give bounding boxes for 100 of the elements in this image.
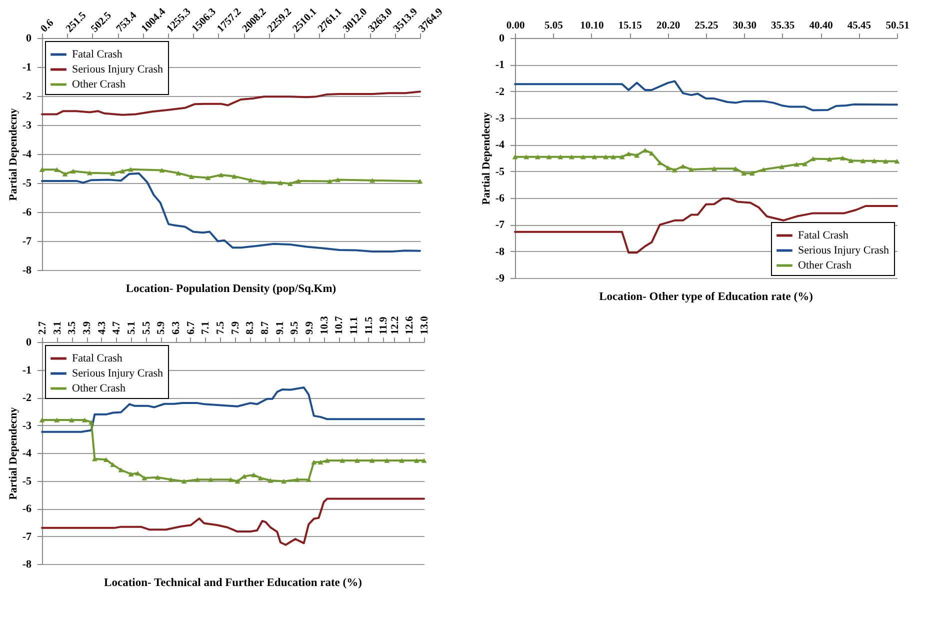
point — [779, 164, 784, 170]
x-tick-label: 9.9 — [304, 321, 316, 334]
point — [110, 171, 116, 176]
point — [741, 170, 747, 176]
legend-label: Serious Injury Crash — [72, 64, 164, 76]
point — [688, 167, 694, 172]
y-tick-label: -5 — [495, 166, 505, 178]
y-tick-label: 0 — [26, 32, 32, 44]
x-tick-label: 8.3 — [245, 321, 256, 334]
x-axis-title: Location- Other type of Education rate (%) — [599, 291, 814, 303]
point — [181, 478, 187, 484]
y-axis-title: Partial Dependecny — [480, 112, 492, 205]
line-series — [41, 172, 421, 252]
point — [657, 160, 663, 166]
x-tick-label: 11.1 — [349, 316, 360, 334]
point — [251, 472, 257, 478]
point — [68, 418, 74, 422]
point — [370, 178, 376, 183]
point — [848, 158, 854, 164]
x-tick-label: 50.51 — [886, 20, 910, 32]
x-tick-label: 30.30 — [732, 20, 756, 32]
y-tick-label: -8 — [22, 558, 32, 570]
x-tick-label: 8.7 — [260, 321, 272, 334]
point — [154, 475, 160, 480]
point — [711, 166, 717, 172]
point — [592, 154, 598, 160]
x-tick-label: 4.7 — [112, 321, 123, 334]
line-series — [41, 498, 425, 546]
point — [248, 178, 254, 182]
point — [749, 170, 755, 176]
point — [142, 476, 148, 480]
point — [39, 167, 45, 172]
x-tick-label: 7.1 — [200, 321, 212, 334]
x-tick-label: 9.1 — [274, 321, 286, 334]
point — [128, 472, 134, 476]
point — [546, 154, 552, 160]
point — [680, 164, 686, 169]
y-axis-title: Partial Dependecny — [7, 406, 20, 500]
point — [326, 178, 332, 184]
point — [208, 477, 214, 482]
y-tick-label: -4 — [495, 139, 505, 152]
point — [354, 458, 360, 463]
x-tick-label: 15.15 — [618, 20, 642, 32]
point — [82, 418, 88, 422]
y-tick-label: -7 — [22, 236, 32, 248]
point — [626, 151, 632, 156]
point — [369, 458, 375, 463]
point — [672, 168, 678, 172]
point — [665, 165, 671, 170]
y-tick-label: -6 — [22, 206, 32, 218]
point — [232, 174, 237, 179]
y-tick-label: -5 — [22, 178, 32, 190]
point — [802, 161, 808, 166]
point — [218, 172, 224, 178]
x-tick-label: 0.6 — [38, 18, 56, 35]
point — [281, 478, 287, 484]
y-tick-label: -7 — [22, 530, 32, 543]
point — [258, 476, 264, 480]
point — [840, 156, 846, 160]
y-tick-label: -1 — [22, 62, 32, 74]
line-series — [41, 90, 421, 116]
point — [62, 172, 68, 176]
point — [168, 477, 174, 482]
legend-label: Other Crash — [798, 260, 852, 272]
point — [894, 158, 900, 164]
point — [306, 477, 312, 482]
point — [39, 418, 45, 422]
point — [417, 178, 423, 184]
legend-label: Serious Injury Crash — [798, 244, 890, 256]
point — [871, 158, 877, 164]
x-tick-label: 12.2 — [390, 316, 401, 334]
x-tick-label: 7.5 — [216, 321, 227, 334]
x-tick-label: 10.7 — [334, 316, 346, 334]
y-tick-label: -6 — [22, 503, 32, 515]
x-tick-label: 20.20 — [656, 20, 680, 32]
point — [826, 156, 832, 162]
y-tick-label: -8 — [495, 246, 505, 258]
point — [118, 468, 124, 472]
point — [70, 168, 76, 174]
y-tick-label: -2 — [495, 86, 505, 98]
point — [810, 156, 816, 162]
y-tick-label: -2 — [22, 90, 32, 102]
legend-label: Other Crash — [72, 78, 126, 90]
point — [882, 158, 888, 164]
point — [194, 477, 200, 482]
x-tick-label: 5.05 — [544, 20, 563, 32]
point — [296, 178, 302, 184]
point — [278, 180, 284, 186]
x-tick-label: 2.7 — [38, 321, 48, 334]
legend-label: Fatal Crash — [72, 352, 123, 364]
y-tick-label: -1 — [495, 59, 504, 72]
point — [205, 175, 211, 180]
legend-label: Other Crash — [72, 382, 126, 394]
x-tick-label: 3.5 — [67, 321, 78, 334]
x-tick-label: 10.10 — [580, 20, 604, 32]
legend-label: Fatal Crash — [72, 48, 123, 60]
point — [294, 477, 300, 482]
point — [642, 148, 648, 153]
y-axis-title: Partial Dependecny — [7, 108, 20, 201]
x-tick-label: 25.25 — [694, 20, 718, 32]
